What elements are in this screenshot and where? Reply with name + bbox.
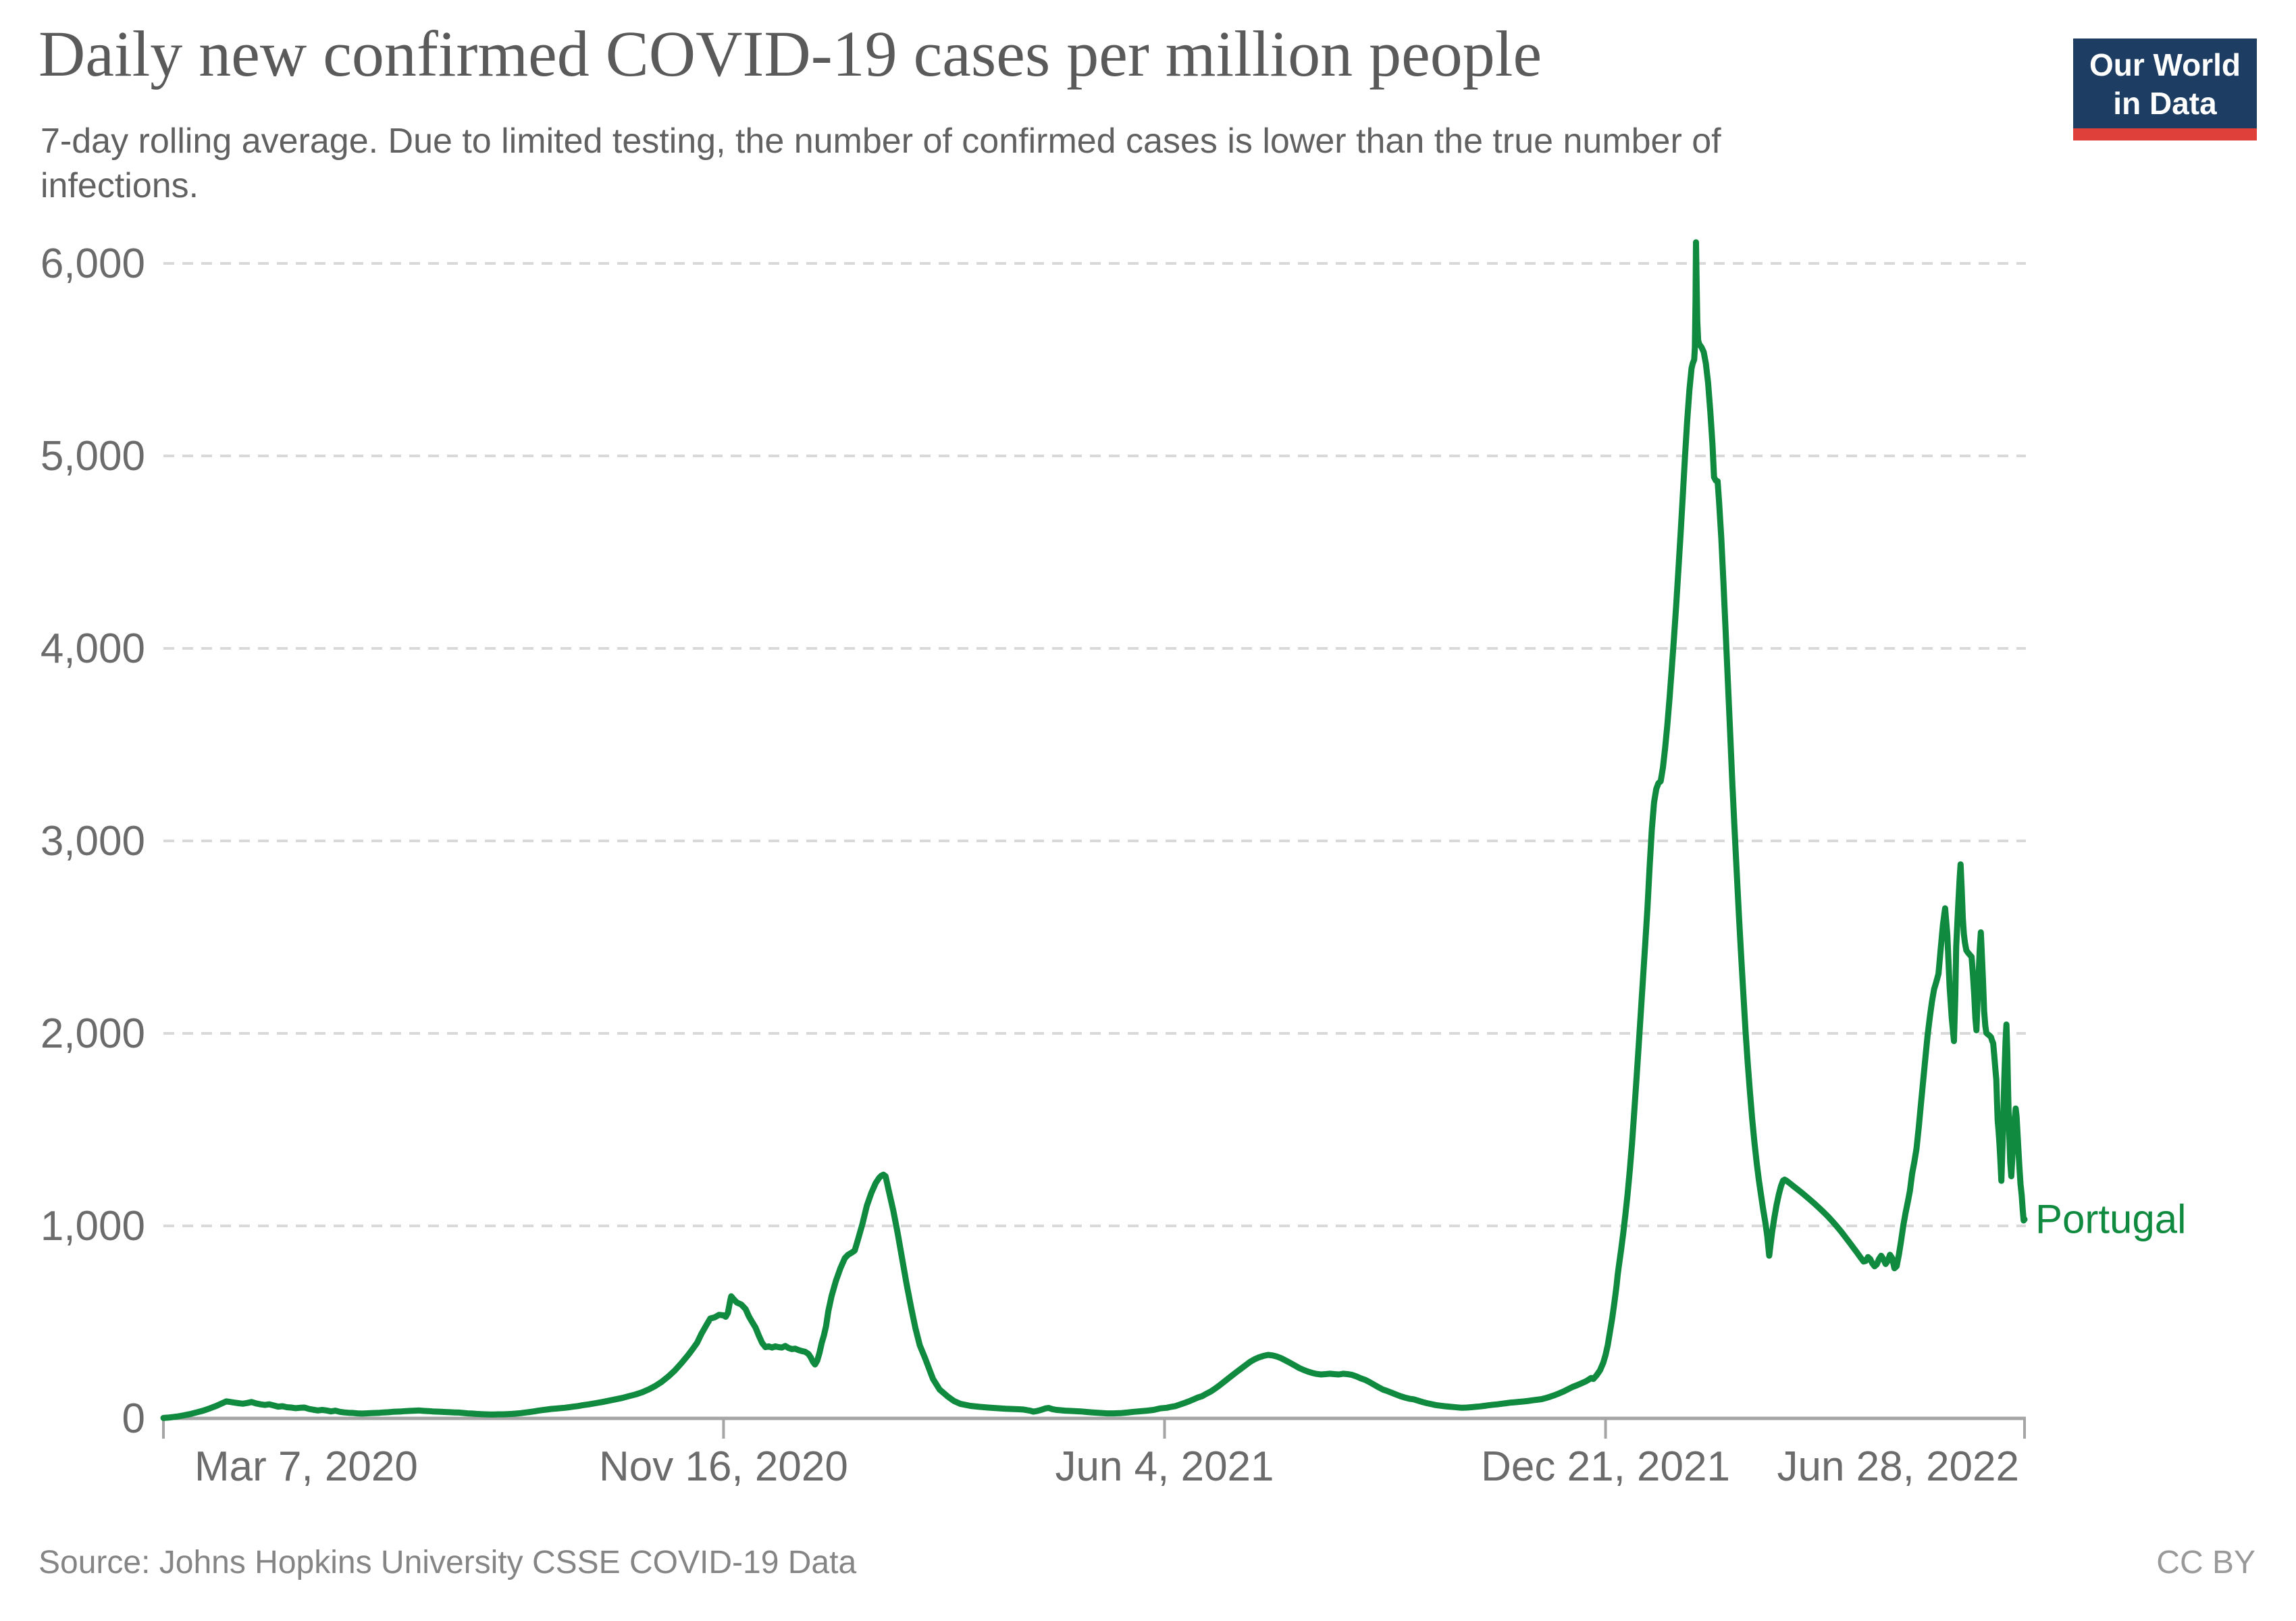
y-tick-label-3000: 3,000	[41, 818, 145, 865]
x-tick-label: Nov 16, 2020	[599, 1443, 848, 1490]
x-tick-label: Jun 28, 2022	[1777, 1443, 2019, 1490]
y-tick-label-4000: 4,000	[41, 625, 145, 672]
source-text: Source: Johns Hopkins University CSSE CO…	[38, 1545, 857, 1580]
y-tick-label-0: 0	[122, 1395, 145, 1442]
license-link[interactable]: CC BY	[2156, 1545, 2255, 1580]
owid-logo[interactable]: Our World in Data	[2072, 38, 2257, 140]
page-subtitle-line1: 7-day rolling average. Due to limited te…	[41, 122, 1721, 161]
x-tick-label: Jun 4, 2021	[1055, 1443, 1274, 1490]
series-label-portugal[interactable]: Portugal	[2035, 1196, 2186, 1241]
page-subtitle: 7-day rolling average. Due to limited te…	[41, 119, 1721, 208]
data-line-portugal	[160, 239, 2028, 1421]
y-tick-label-6000: 6,000	[41, 240, 145, 287]
x-tick-label: Mar 7, 2020	[194, 1443, 418, 1490]
x-tick-label: Dec 21, 2021	[1481, 1443, 1730, 1490]
page-subtitle-line2: infections.	[41, 166, 199, 205]
owid-logo-line2: in Data	[2113, 86, 2217, 121]
owid-logo-line1: Our World	[2089, 47, 2241, 82]
y-tick-label-1000: 1,000	[41, 1203, 145, 1250]
page-title: Daily new confirmed COVID-19 cases per m…	[38, 18, 1542, 90]
y-tick-label-2000: 2,000	[41, 1010, 145, 1057]
y-tick-label-5000: 5,000	[41, 433, 145, 480]
